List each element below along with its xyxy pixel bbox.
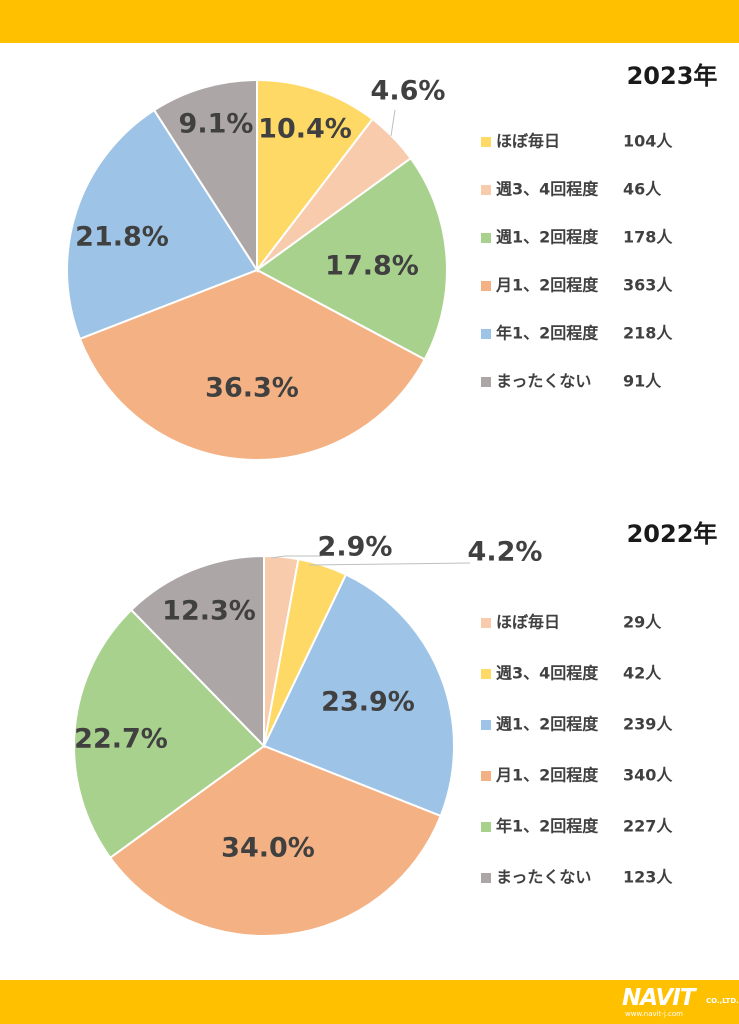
- percent-label-2023-4: 36.3%: [205, 373, 299, 404]
- legend-swatch-2022-3: [481, 720, 491, 730]
- pie-slice-2023-1: [256, 78, 374, 273]
- pie-slice-2023-3: [255, 156, 448, 361]
- pie-slices-2022: [73, 554, 455, 937]
- logo-url: www.navit-j.com: [625, 1010, 683, 1018]
- legend-count-2022-1: 29人: [623, 613, 662, 632]
- logo-wordmark: NAVIT: [622, 985, 696, 1011]
- percent-label-2023-3: 17.8%: [325, 251, 419, 282]
- legend-swatch-2022-1: [481, 618, 491, 628]
- legend-label-2023-3: 週1、2回程度: [496, 228, 599, 247]
- legend-swatch-2023-6: [481, 377, 491, 387]
- top-accent-bar: [0, 0, 739, 43]
- legend-label-2023-6: まったくない: [496, 372, 591, 391]
- percent-label-2022-5: 22.7%: [74, 724, 168, 755]
- legend-label-2023-2: 週3、4回程度: [496, 180, 599, 199]
- legend-swatch-2022-6: [481, 873, 491, 883]
- legend-swatch-2022-4: [481, 771, 491, 781]
- pie-chart-2022: 2.9% 4.2%23.9%34.0%22.7%12.3% 2022年 ほぼ毎日 2…: [73, 520, 718, 937]
- pie-slice-2023-5: [66, 108, 259, 341]
- pie-chart-2023: 10.4% 4.6% 17.8% 36.3% 21.8% 9.1% 2023年 ほぼ毎日 1…: [66, 62, 718, 461]
- pie-slices-2023: [66, 78, 448, 461]
- legend-count-2023-6: 91人: [623, 372, 662, 391]
- legend-count-2022-2: 42人: [623, 664, 662, 683]
- legend-swatch-2023-1: [481, 137, 491, 147]
- legend-swatch-2023-2: [481, 185, 491, 195]
- legend-swatch-2023-4: [481, 281, 491, 291]
- percent-labels-2022: 2.9% 4.2% 23.9% 34.0% 22.7% 12.3%: [74, 532, 542, 864]
- leader-line-2023-2: [390, 109, 396, 137]
- legend-label-2022-3: 週1、2回程度: [496, 715, 599, 734]
- percent-label-2022-2: 4.2%: [468, 537, 543, 568]
- chart-title-2022: 2022年: [627, 520, 718, 548]
- legend-count-2023-3: 178人: [623, 228, 673, 247]
- legend-swatch-2022-2: [481, 669, 491, 679]
- pie-slice-2022-5: [73, 608, 266, 860]
- pie-slice-2022-4: [108, 744, 442, 937]
- pie-slice-2023-4: [78, 268, 426, 461]
- pie-slice-2023-6: [152, 78, 258, 274]
- percent-label-2022-1: 2.9%: [318, 532, 393, 563]
- percent-label-2023-6: 9.1%: [179, 109, 254, 140]
- legend-count-2022-6: 123人: [623, 868, 673, 887]
- legend-label-2022-2: 週3、4回程度: [496, 664, 599, 683]
- legend-label-2022-5: 年1、2回程度: [496, 817, 599, 836]
- company-logo: NAVIT CO.,LTD. www.navit-j.com: [622, 985, 739, 1021]
- legend-count-2023-4: 363人: [623, 276, 673, 295]
- logo-suffix: CO.,LTD.: [706, 997, 739, 1005]
- percent-label-2022-3: 23.9%: [321, 687, 415, 718]
- legend-label-2022-1: ほぼ毎日: [496, 613, 560, 632]
- pie-slice-2022-6: [129, 554, 265, 749]
- legend-swatch-2023-3: [481, 233, 491, 243]
- legend-label-2023-1: ほぼ毎日: [496, 132, 560, 151]
- leader-line-2022-1: [270, 555, 322, 559]
- percent-label-2022-4: 34.0%: [221, 833, 315, 864]
- legend-count-2023-5: 218人: [623, 324, 673, 343]
- percent-label-2023-1: 10.4%: [258, 114, 352, 145]
- percent-label-2023-5: 21.8%: [75, 222, 169, 253]
- legend-label-2022-4: 月1、2回程度: [495, 766, 599, 785]
- leader-line-2022-2: [308, 562, 471, 566]
- leader-lines-2022: [270, 555, 471, 566]
- legend-swatch-2023-5: [481, 329, 491, 339]
- legend-count-2022-4: 340人: [623, 766, 673, 785]
- legend-label-2022-6: まったくない: [496, 868, 591, 887]
- percent-label-2023-2: 4.6%: [371, 76, 446, 107]
- legend-count-2023-1: 104人: [623, 132, 673, 151]
- legend-count-2022-5: 227人: [623, 817, 673, 836]
- chart-title-2023: 2023年: [627, 62, 718, 90]
- percent-labels-2023: 10.4% 4.6% 17.8% 36.3% 21.8% 9.1%: [75, 76, 445, 404]
- leader-lines-2023: [390, 109, 396, 137]
- legend-count-2022-3: 239人: [623, 715, 673, 734]
- pie-slice-2022-3: [262, 573, 455, 818]
- legend-label-2023-4: 月1、2回程度: [495, 276, 599, 295]
- percent-label-2022-6: 12.3%: [162, 596, 256, 627]
- legend-swatch-2022-5: [481, 822, 491, 832]
- legend-count-2023-2: 46人: [623, 180, 662, 199]
- legend-label-2023-5: 年1、2回程度: [496, 324, 599, 343]
- bottom-accent-bar: [0, 980, 739, 1024]
